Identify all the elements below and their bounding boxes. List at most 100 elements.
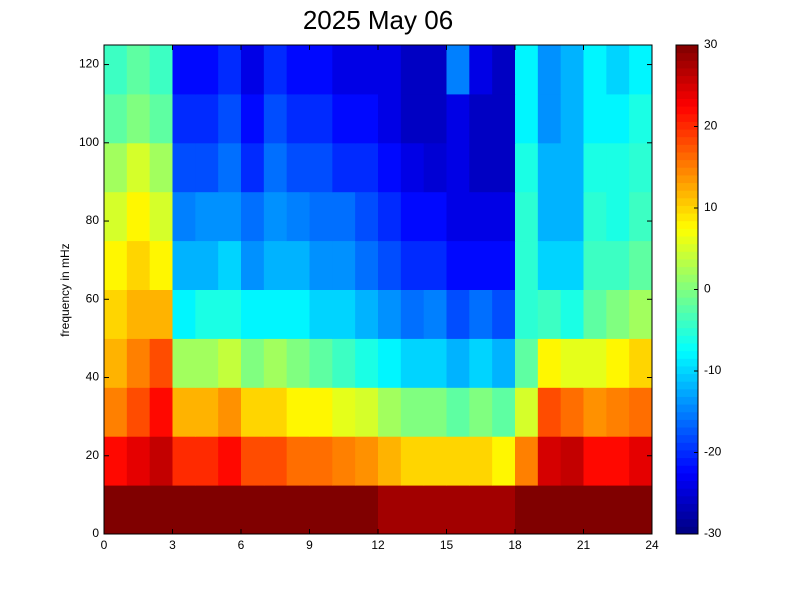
heatmap-cell — [286, 45, 310, 95]
colorbar-step — [676, 236, 698, 245]
heatmap-cell — [378, 93, 402, 144]
chart-title: 2025 May 06 — [303, 5, 453, 35]
heatmap-cell — [286, 142, 310, 193]
colorbar-step — [676, 106, 698, 115]
heatmap-cell — [309, 240, 333, 290]
heatmap-cell — [355, 338, 379, 388]
heatmap-cell — [126, 485, 151, 535]
heatmap-cell — [537, 485, 562, 535]
heatmap-cell — [537, 436, 562, 486]
y-tick-label: 100 — [79, 135, 99, 149]
heatmap-cell — [104, 45, 128, 95]
colorbar-step — [676, 495, 698, 504]
heatmap-cell — [378, 338, 402, 388]
heatmap-cell — [172, 387, 196, 437]
colorbar-step — [676, 113, 698, 122]
colorbar-step — [676, 60, 698, 69]
colorbar-tick-label: 0 — [704, 282, 711, 296]
heatmap-cell — [492, 142, 516, 193]
heatmap-cell — [469, 436, 493, 486]
heatmap-cell — [492, 289, 516, 339]
heatmap-cell — [104, 436, 128, 486]
heatmap-cell — [195, 338, 219, 388]
colorbar-step — [676, 434, 698, 443]
heatmap-cell — [195, 387, 219, 437]
heatmap-cell — [469, 93, 493, 144]
heatmap-cell — [104, 289, 128, 339]
colorbar-step — [676, 266, 698, 275]
colorbar-step — [676, 159, 698, 168]
heatmap-cell — [629, 289, 653, 339]
heatmap-cell — [629, 142, 653, 193]
heatmap-cell — [560, 338, 584, 388]
y-tick-label: 80 — [86, 213, 100, 227]
heatmap-cell — [537, 289, 562, 339]
heatmap-cell — [104, 387, 128, 437]
heatmap-cell — [126, 142, 151, 193]
heatmap-cell — [606, 485, 630, 535]
heatmap-cell — [423, 338, 447, 388]
heatmap-cell — [263, 338, 288, 388]
heatmap-cell — [286, 485, 310, 535]
heatmap-cell — [332, 387, 356, 437]
heatmap-cell — [515, 93, 539, 144]
heatmap-cell — [332, 93, 356, 144]
heatmap-cell — [149, 387, 173, 437]
heatmap-cell — [104, 93, 128, 144]
colorbar-step — [676, 151, 698, 161]
heatmap-cell — [537, 45, 562, 95]
colorbar-step — [676, 213, 698, 222]
heatmap-cell — [286, 240, 310, 290]
heatmap-cell — [332, 240, 356, 290]
heatmap-cell — [218, 387, 242, 437]
x-tick-label: 18 — [508, 538, 522, 552]
colorbar-step — [676, 350, 698, 359]
heatmap-cell — [149, 338, 173, 388]
heatmap-cell — [241, 45, 265, 95]
heatmap-cell — [560, 485, 584, 535]
heatmap-cell — [195, 485, 219, 535]
heatmap-cell — [446, 45, 470, 95]
heatmap-cell — [423, 93, 447, 144]
heatmap-cell — [492, 191, 516, 242]
heatmap-cell — [241, 93, 265, 144]
heatmap-cell — [263, 485, 288, 535]
heatmap-cell — [629, 485, 653, 535]
x-tick-label: 9 — [306, 538, 313, 552]
heatmap-cell — [606, 387, 630, 437]
colorbar-tick-label: -10 — [704, 363, 722, 377]
colorbar-step — [676, 45, 698, 54]
colorbar-step — [676, 52, 698, 61]
colorbar-step — [676, 281, 698, 290]
colorbar-step — [676, 503, 698, 512]
heatmap-cell — [195, 436, 219, 486]
x-tick-label: 3 — [169, 538, 176, 552]
heatmap-cell — [332, 338, 356, 388]
heatmap-cell — [332, 142, 356, 193]
heatmap-cell — [172, 436, 196, 486]
heatmap-cell — [583, 338, 607, 388]
colorbar-step — [676, 83, 698, 92]
heatmap-cell — [492, 387, 516, 437]
heatmap-cell — [583, 191, 607, 242]
heatmap-cell — [423, 240, 447, 290]
heatmap-cell — [423, 485, 447, 535]
colorbar-step — [676, 98, 698, 107]
heatmap-cell — [104, 191, 128, 242]
heatmap-cell — [149, 240, 173, 290]
heatmap-cell — [400, 93, 425, 144]
heatmap-cell — [355, 289, 379, 339]
heatmap-cell — [241, 289, 265, 339]
heatmap-cell — [149, 191, 173, 242]
heatmap-cell — [400, 142, 425, 193]
heatmap-cell — [629, 240, 653, 290]
heatmap-cell — [560, 240, 584, 290]
heatmap-cell — [218, 45, 242, 95]
colorbar-step — [676, 289, 698, 298]
y-tick-label: 40 — [86, 370, 100, 384]
heatmap-cell — [583, 45, 607, 95]
heatmap-cell — [218, 338, 242, 388]
colorbar-step — [676, 335, 698, 344]
colorbar-step — [676, 167, 698, 176]
heatmap-cell — [423, 387, 447, 437]
